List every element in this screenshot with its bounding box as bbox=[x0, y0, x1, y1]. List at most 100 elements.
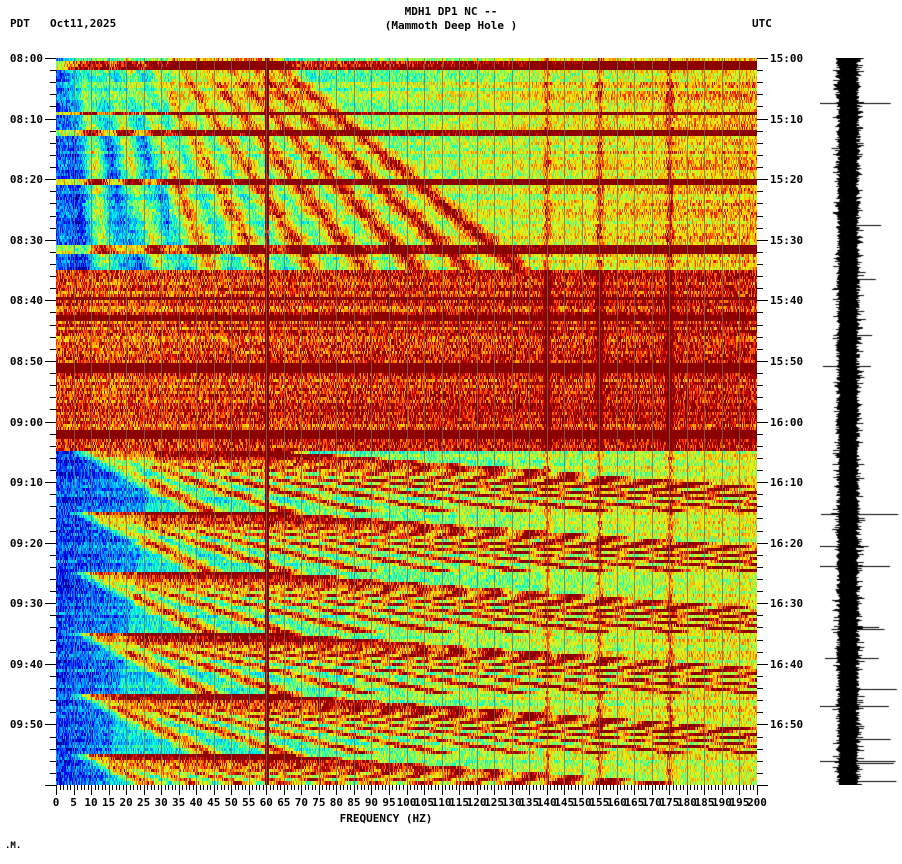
time-label-utc: 16:10 bbox=[770, 476, 804, 489]
frequency-minor-tick bbox=[613, 785, 614, 790]
frequency-minor-tick bbox=[526, 785, 527, 790]
frequency-label: 200 bbox=[747, 796, 767, 809]
frequency-minor-tick bbox=[655, 785, 656, 790]
frequency-label: 170 bbox=[641, 796, 662, 809]
time-axis-minor-tick bbox=[757, 94, 763, 95]
frequency-label: 70 bbox=[294, 796, 308, 809]
frequency-minor-tick bbox=[606, 785, 607, 790]
time-axis-minor-tick bbox=[757, 470, 763, 471]
frequency-minor-tick bbox=[326, 785, 327, 790]
frequency-major-tick bbox=[582, 785, 583, 795]
frequency-minor-tick bbox=[203, 785, 204, 790]
time-label-local: 08:20 bbox=[9, 173, 43, 186]
frequency-minor-tick bbox=[291, 785, 292, 790]
frequency-minor-tick bbox=[540, 785, 541, 790]
frequency-major-tick bbox=[371, 785, 372, 795]
helicorder-waveform-trace bbox=[820, 58, 902, 785]
frequency-major-tick bbox=[389, 785, 390, 795]
frequency-major-tick bbox=[669, 785, 670, 795]
frequency-major-tick bbox=[161, 785, 162, 795]
spectrogram-plot[interactable] bbox=[56, 58, 757, 785]
frequency-major-tick bbox=[109, 785, 110, 795]
frequency-major-tick bbox=[266, 785, 267, 795]
time-axis-minor-tick bbox=[757, 409, 763, 410]
time-axis-major-tick bbox=[45, 785, 56, 786]
frequency-label: 140 bbox=[536, 796, 557, 809]
time-axis-major-tick bbox=[757, 58, 768, 59]
frequency-major-tick bbox=[739, 785, 740, 795]
time-axis-minor-tick bbox=[757, 458, 763, 459]
frequency-minor-tick bbox=[403, 785, 404, 790]
frequency-major-tick bbox=[196, 785, 197, 795]
frequency-minor-tick bbox=[105, 785, 106, 790]
time-axis-minor-tick bbox=[757, 167, 763, 168]
time-axis-minor-tick bbox=[757, 652, 763, 653]
time-label-utc: 16:50 bbox=[770, 718, 804, 731]
frequency-minor-tick bbox=[589, 785, 590, 790]
frequency-minor-tick bbox=[263, 785, 264, 790]
time-label-local: 08:30 bbox=[9, 234, 43, 247]
frequency-minor-tick bbox=[123, 785, 124, 790]
frequency-minor-tick bbox=[147, 785, 148, 790]
frequency-minor-tick bbox=[172, 785, 173, 790]
frequency-minor-tick bbox=[410, 785, 411, 790]
header-date: Oct11,2025 bbox=[50, 17, 117, 30]
time-axis-minor-tick bbox=[757, 264, 763, 265]
time-axis-minor-tick bbox=[757, 446, 763, 447]
frequency-minor-tick bbox=[414, 785, 415, 790]
frequency-minor-tick bbox=[308, 785, 309, 790]
frequency-label: 80 bbox=[329, 796, 344, 809]
frequency-minor-tick bbox=[84, 785, 85, 790]
time-axis-minor-tick bbox=[757, 749, 763, 750]
frequency-minor-tick bbox=[165, 785, 166, 790]
frequency-minor-tick bbox=[168, 785, 169, 790]
frequency-label: 5 bbox=[70, 796, 77, 809]
frequency-minor-tick bbox=[718, 785, 719, 790]
frequency-minor-tick bbox=[557, 785, 558, 790]
frequency-minor-tick bbox=[596, 785, 597, 790]
frequency-label: 190 bbox=[712, 796, 732, 809]
frequency-major-tick bbox=[74, 785, 75, 795]
frequency-major-tick bbox=[144, 785, 145, 795]
frequency-minor-tick bbox=[70, 785, 71, 790]
frequency-minor-tick bbox=[694, 785, 695, 790]
frequency-minor-tick bbox=[368, 785, 369, 790]
time-axis-major-tick bbox=[45, 724, 56, 725]
time-axis-minor-tick bbox=[757, 228, 763, 229]
frequency-major-tick bbox=[231, 785, 232, 795]
frequency-minor-tick bbox=[515, 785, 516, 790]
frequency-major-tick bbox=[179, 785, 180, 795]
time-axis-major-tick bbox=[45, 119, 56, 120]
frequency-minor-tick bbox=[435, 785, 436, 790]
frequency-label: 75 bbox=[312, 796, 326, 809]
frequency-major-tick bbox=[424, 785, 425, 795]
frequency-minor-tick bbox=[378, 785, 379, 790]
time-axis-major-tick bbox=[45, 664, 56, 665]
time-label-local: 09:30 bbox=[9, 597, 43, 610]
helicorder-waveform-panel[interactable] bbox=[820, 58, 902, 785]
time-axis-minor-tick bbox=[757, 773, 763, 774]
frequency-minor-tick bbox=[347, 785, 348, 790]
frequency-minor-tick bbox=[305, 785, 306, 790]
frequency-minor-tick bbox=[399, 785, 400, 790]
frequency-label: 145 bbox=[554, 796, 575, 809]
frequency-minor-tick bbox=[729, 785, 730, 790]
frequency-label: 175 bbox=[659, 796, 680, 809]
frequency-major-tick bbox=[634, 785, 635, 795]
frequency-minor-tick bbox=[392, 785, 393, 790]
frequency-minor-tick bbox=[175, 785, 176, 790]
frequency-major-tick bbox=[687, 785, 688, 795]
frequency-minor-tick bbox=[743, 785, 744, 790]
frequency-minor-tick bbox=[746, 785, 747, 790]
frequency-major-tick bbox=[494, 785, 495, 795]
time-axis-minor-tick bbox=[757, 325, 763, 326]
frequency-minor-tick bbox=[315, 785, 316, 790]
frequency-label: 95 bbox=[382, 796, 396, 809]
frequency-major-tick bbox=[512, 785, 513, 795]
time-axis-major-tick bbox=[45, 422, 56, 423]
frequency-minor-tick bbox=[659, 785, 660, 790]
time-axis-minor-tick bbox=[757, 131, 763, 132]
frequency-minor-tick bbox=[207, 785, 208, 790]
frequency-minor-tick bbox=[620, 785, 621, 790]
time-label-local: 09:10 bbox=[9, 476, 43, 489]
